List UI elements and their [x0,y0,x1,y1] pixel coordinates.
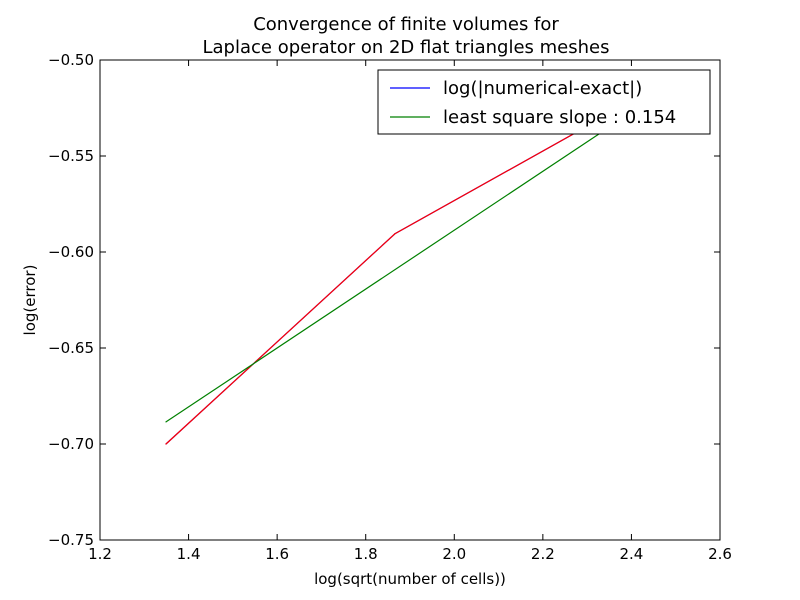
x-tick-label: 2.2 [531,545,555,563]
x-tick-label: 1.8 [354,545,378,563]
y-tick-label: −0.50 [48,51,94,69]
series-line-least-square [165,121,617,423]
y-tick-label: −0.55 [48,147,94,165]
legend-label-numerical-error: log(|numerical-exact|) [443,78,642,99]
x-tick-label: 2.6 [708,545,732,563]
legend: log(|numerical-exact|) least square slop… [377,69,711,135]
legend-label-least-square: least square slope : 0.154 [443,107,676,128]
x-tick-label: 1.4 [177,545,201,563]
y-tick-label: −0.75 [48,531,94,549]
x-tick-label: 1.2 [88,545,112,563]
x-tick-label: 2.0 [442,545,466,563]
axis-tick-labels: 1.2 1.4 1.6 1.8 2.0 2.2 2.4 2.6 −0.75 −0.70 −0.65 −… [48,51,732,563]
x-tick-label: 1.6 [265,545,289,563]
y-tick-label: −0.70 [48,435,94,453]
series-lines [165,109,617,445]
chart-title-line-1: Convergence of finite volumes for [253,14,559,35]
data-point [165,443,167,445]
chart-title-line-2: Laplace operator on 2D flat triangles me… [202,37,609,58]
x-axis-label: log(sqrt(number of cells)) [314,570,506,588]
data-point [394,233,396,235]
y-axis-label: log(error) [21,265,39,336]
legend-box [377,69,711,135]
x-tick-label: 2.4 [619,545,643,563]
y-tick-label: −0.60 [48,243,94,261]
data-point [165,421,167,423]
y-tick-label: −0.65 [48,339,94,357]
plot-frame [99,59,721,541]
